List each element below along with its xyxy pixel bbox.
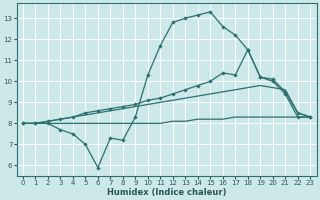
- X-axis label: Humidex (Indice chaleur): Humidex (Indice chaleur): [107, 188, 226, 197]
